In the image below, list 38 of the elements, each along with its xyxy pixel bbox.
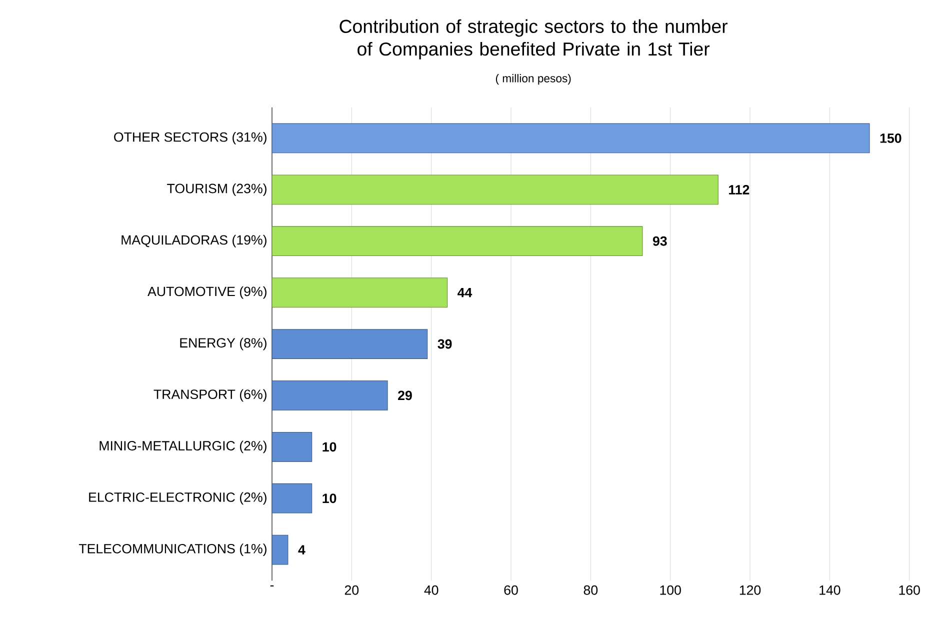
bar bbox=[272, 380, 388, 410]
data-label: 29 bbox=[398, 390, 412, 400]
x-tick-label: 120 bbox=[740, 585, 761, 595]
bar bbox=[272, 278, 448, 308]
x-tick-label: 100 bbox=[660, 585, 681, 595]
x-tick-label: 160 bbox=[899, 585, 920, 595]
bar bbox=[272, 432, 312, 462]
data-label: 10 bbox=[322, 494, 336, 504]
chart-title: Contribution of strategic sectors to the number of Companies benefited Private in 1st Tier bbox=[340, 19, 728, 60]
bar bbox=[272, 483, 312, 514]
data-label: 10 bbox=[322, 442, 336, 452]
x-tick-label: - bbox=[270, 585, 274, 586]
y-tick-label: OTHER SECTORS (31%) bbox=[114, 132, 266, 144]
bar bbox=[272, 174, 718, 205]
data-label: 150 bbox=[880, 133, 902, 143]
bar bbox=[272, 226, 643, 256]
y-tick-label: TELECOMMUNICATIONS (1%) bbox=[78, 544, 266, 556]
data-label: 44 bbox=[458, 288, 472, 298]
y-tick-label: ENERGY (8%) bbox=[180, 338, 266, 350]
x-tick-label: 140 bbox=[820, 585, 840, 595]
data-label: 93 bbox=[652, 236, 667, 246]
x-tick-label: 40 bbox=[424, 585, 438, 595]
data-label: 112 bbox=[729, 185, 750, 194]
bar bbox=[272, 329, 428, 359]
chart-subtitle: ( million pesos) bbox=[496, 74, 571, 85]
bar bbox=[272, 534, 288, 565]
y-tick-label: MAQUILADORAS (19%) bbox=[122, 234, 266, 248]
x-tick-label: 20 bbox=[344, 585, 359, 595]
y-tick-label: TOURISM (23%) bbox=[167, 183, 266, 196]
data-label: 39 bbox=[438, 339, 452, 349]
y-tick-label: ELCTRIC-ELECTRONIC (2%) bbox=[89, 492, 266, 505]
y-tick-label: MINIG-METALLURGIC (2%) bbox=[100, 440, 266, 454]
data-label: 4 bbox=[298, 545, 306, 554]
y-tick-label: TRANSPORT (6%) bbox=[154, 389, 266, 402]
x-tick-label: 80 bbox=[584, 585, 598, 595]
x-tick-label: 60 bbox=[504, 585, 518, 595]
y-tick-label: AUTOMOTIVE (9%) bbox=[148, 286, 266, 299]
bar bbox=[272, 123, 870, 154]
